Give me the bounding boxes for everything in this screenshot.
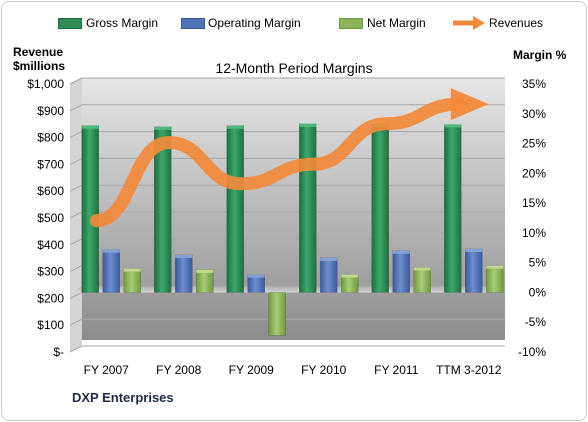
gridline-side (69, 131, 83, 139)
gridline-side (69, 265, 83, 273)
plot-back-wall (82, 78, 505, 340)
legend-swatch-operating-margin (181, 18, 205, 29)
category-label: FY 2011 (374, 363, 419, 377)
bar-operating-margin-2 (247, 274, 265, 293)
right-tick-label: 0% (529, 285, 547, 299)
bar-operating-margin-4 (392, 250, 410, 293)
bar-operating-margin-5 (465, 248, 483, 293)
revenue-point-1 (168, 141, 170, 143)
bar-gross-margin-4 (371, 123, 389, 293)
left-tick-label: $500 (37, 211, 64, 225)
category-label: FY 2009 (229, 363, 274, 377)
left-tick-label: $- (53, 345, 64, 359)
left-tick-label: $800 (37, 131, 64, 145)
revenue-line (89, 97, 466, 228)
revenue-point-2 (240, 183, 242, 185)
gridline-side (69, 291, 83, 299)
category-label: TTM 3-2012 (436, 363, 502, 377)
left-axis-title-line1: Revenue (13, 45, 64, 59)
right-tick-label: 20% (522, 166, 546, 180)
revenue-point-4 (385, 123, 387, 125)
bar-net-margin-2 (268, 292, 286, 336)
left-tick-label: $300 (37, 265, 64, 279)
right-axis-ticks: -10% -5% 0% 5% 10% 15% 20% 25% 30% 35% (518, 77, 546, 359)
legend: Gross Margin Operating Margin Net Margin… (0, 0, 588, 40)
legend-label-gross-margin: Gross Margin (86, 16, 159, 30)
bar-gross-margin-2 (226, 125, 244, 293)
bar-net-margin-5 (486, 265, 504, 293)
bar-operating-margin-0 (102, 249, 120, 293)
bar-gross-margin-1 (154, 126, 172, 293)
left-tick-label: $1,000 (27, 77, 64, 91)
bar-gross-margin-5 (444, 124, 462, 293)
gridline-side (69, 345, 83, 353)
left-tick-label: $600 (37, 184, 64, 198)
revenue-point-3 (313, 163, 315, 165)
bar-gross-margin-3 (299, 123, 317, 293)
right-tick-label: 5% (529, 256, 547, 270)
left-tick-label: $400 (37, 238, 64, 252)
category-label: FY 2008 (156, 363, 201, 377)
right-axis-title: Margin % (513, 48, 567, 62)
bar-series-group (81, 123, 504, 336)
gridline-side (69, 104, 83, 112)
plot-area (70, 78, 505, 352)
company-name: DXP Enterprises (72, 390, 174, 405)
revenue-line-group (89, 88, 489, 228)
bar-operating-margin-3 (320, 257, 338, 293)
left-tick-label: $200 (37, 291, 64, 305)
category-labels: FY 2007 FY 2008 FY 2009 FY 2010 FY 2011 TTM 3… (84, 363, 502, 377)
revenue-arrowhead (450, 88, 489, 121)
gridline-side (69, 211, 83, 219)
category-label: FY 2007 (84, 363, 129, 377)
bar-gross-margin-0 (81, 125, 99, 293)
right-tick-label: 25% (522, 137, 546, 151)
legend-label-operating-margin: Operating Margin (208, 16, 301, 30)
legend-label-net-margin: Net Margin (367, 16, 426, 30)
gridline-side (69, 238, 83, 246)
right-tick-label: 10% (522, 226, 546, 240)
bar-net-margin-0 (123, 268, 141, 293)
right-tick-label: 30% (522, 107, 546, 121)
category-label: FY 2010 (301, 363, 346, 377)
revenue-point-5 (458, 103, 460, 105)
right-tick-label: 15% (522, 196, 546, 210)
gridline-side (69, 318, 83, 326)
right-tick-label: -5% (525, 315, 547, 329)
revenue-point-0 (95, 220, 97, 222)
legend-arrow-revenues (453, 16, 485, 30)
bar-net-margin-1 (196, 269, 214, 293)
left-tick-label: $700 (37, 157, 64, 171)
gridline-side (69, 184, 83, 192)
bar-net-margin-4 (413, 267, 431, 293)
gridline-side (69, 157, 83, 165)
chart-title: 12-Month Period Margins (215, 60, 373, 76)
gridline-side (69, 77, 83, 85)
legend-swatch-gross-margin (58, 18, 82, 29)
bar-net-margin-3 (341, 274, 359, 293)
left-axis-title-line2: $millions (13, 59, 66, 73)
bar-operating-margin-1 (175, 254, 193, 293)
left-axis-ticks: $- $100 $200 $300 $400 $500 $600 $700 $800 $900 $1… (27, 77, 64, 359)
right-tick-label: 35% (522, 77, 546, 91)
left-tick-label: $100 (37, 318, 64, 332)
legend-swatch-net-margin (339, 18, 363, 29)
left-tick-label: $900 (37, 104, 64, 118)
legend-label-revenues: Revenues (489, 16, 544, 30)
right-tick-label: -10% (518, 345, 546, 359)
